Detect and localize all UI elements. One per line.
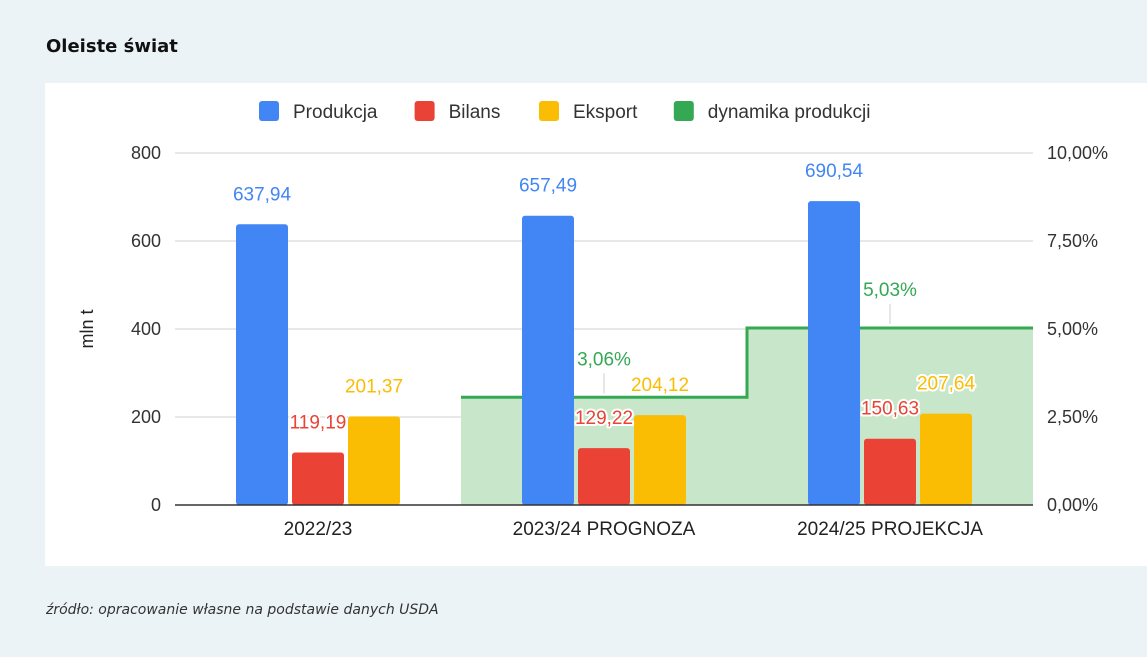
data-label-produkcja: 637,94 <box>233 184 292 205</box>
y-axis-title: mln t <box>77 309 97 348</box>
data-label-halo: 690,54 <box>805 161 864 182</box>
source-note: źródło: opracowanie własne na podstawie … <box>46 602 439 618</box>
x-tick-label: 2022/23 <box>284 519 353 540</box>
legend-swatch-produkcja <box>259 101 279 121</box>
y2-tick-label: 0,00% <box>1047 495 1098 515</box>
data-label-halo: 129,22 <box>575 408 633 429</box>
legend-label: Bilans <box>449 102 501 123</box>
bar-produkcja <box>236 224 288 505</box>
page-title: Oleiste świat <box>46 36 178 57</box>
bar-eksport <box>348 416 400 505</box>
data-label-produkcja: 690,54 <box>805 161 864 182</box>
data-label-halo: 637,94 <box>233 184 292 205</box>
data-label-halo: 119,19 <box>290 413 347 434</box>
data-label-halo: 207,64 <box>917 374 976 395</box>
data-label-eksport: 204,12 <box>631 375 689 396</box>
bar-produkcja <box>522 215 574 505</box>
dynamika-label: 5,03% <box>863 280 917 301</box>
x-tick-label: 2023/24 PROGNOZA <box>513 519 696 540</box>
dynamika-label-halo: 3,06% <box>577 349 631 370</box>
data-label-halo: 657,49 <box>519 176 577 197</box>
data-label-halo: 201,37 <box>345 376 403 397</box>
data-label-bilans: 119,19 <box>290 413 347 434</box>
y2-tick-label: 5,00% <box>1047 319 1098 339</box>
legend-label: Eksport <box>573 102 638 123</box>
data-label-halo: 204,12 <box>631 375 689 396</box>
bar-bilans <box>864 438 916 505</box>
legend-swatch-eksport <box>539 101 559 121</box>
y-tick-label: 800 <box>131 143 161 163</box>
legend-swatch-dynamika-produkcji <box>673 101 694 121</box>
y2-tick-label: 2,50% <box>1047 407 1098 427</box>
bar-produkcja <box>808 201 860 505</box>
y-tick-label: 600 <box>131 231 161 251</box>
data-label-bilans: 129,22 <box>575 408 633 429</box>
y-tick-label: 0 <box>151 495 161 515</box>
y-tick-label: 400 <box>131 319 161 339</box>
data-label-bilans: 150,63 <box>861 399 919 420</box>
data-label-eksport: 207,64 <box>917 374 976 395</box>
data-label-halo: 150,63 <box>861 399 919 420</box>
y-tick-label: 200 <box>131 407 161 427</box>
dynamika-line <box>461 326 1033 399</box>
legend-label: Produkcja <box>293 102 378 123</box>
y2-tick-label: 7,50% <box>1047 231 1098 251</box>
y2-tick-label: 10,00% <box>1047 143 1108 163</box>
dynamika-label: 3,06% <box>577 349 631 370</box>
data-label-produkcja: 657,49 <box>519 176 577 197</box>
bar-eksport <box>920 413 972 505</box>
bar-bilans <box>578 448 630 505</box>
legend-swatch-bilans <box>414 101 435 121</box>
data-label-eksport: 201,37 <box>345 376 403 397</box>
dynamika-label-halo: 5,03% <box>863 280 917 301</box>
bar-bilans <box>292 452 344 505</box>
x-tick-label: 2024/25 PROJEKCJA <box>797 519 983 540</box>
chart-svg: 0 200 400 600 800 0,00% 2,50% 5,00% 7,50% 10,00% m… <box>77 101 1108 540</box>
chart-panel: 0 200 400 600 800 0,00% 2,50% 5,00% 7,50% 10,00% m… <box>45 83 1147 566</box>
legend-label: dynamika produkcji <box>708 102 871 123</box>
bar-eksport <box>634 415 686 505</box>
